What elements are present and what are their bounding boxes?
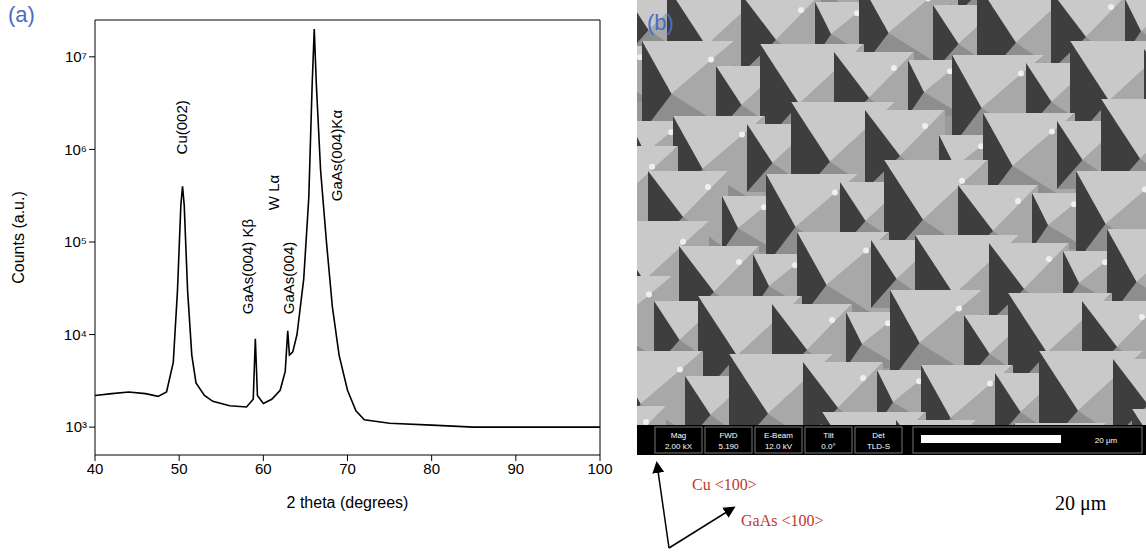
svg-text:5.190: 5.190	[718, 442, 739, 451]
svg-text:Counts (a.u.): Counts (a.u.)	[10, 191, 27, 283]
svg-text:GaAs <100>: GaAs <100>	[741, 512, 823, 529]
svg-text:Mag: Mag	[671, 431, 687, 440]
svg-text:Det: Det	[872, 431, 885, 440]
svg-text:Cu(002): Cu(002)	[173, 100, 190, 154]
svg-text:0.0°: 0.0°	[821, 442, 835, 451]
svg-text:10⁵: 10⁵	[64, 233, 87, 250]
html-text:(a): (a)	[8, 2, 35, 27]
svg-text:W Lα: W Lα	[265, 174, 282, 210]
svg-text:GaAs(004)Kα: GaAs(004)Kα	[328, 110, 345, 202]
svg-text:50: 50	[171, 460, 188, 477]
svg-text:Tilt: Tilt	[823, 431, 834, 440]
svg-text:2.00 kX: 2.00 kX	[665, 442, 693, 451]
svg-text:40: 40	[87, 460, 104, 477]
svg-text:90: 90	[507, 460, 524, 477]
svg-text:20 μm: 20 μm	[1055, 492, 1107, 515]
svg-text:GaAs(004) Kβ: GaAs(004) Kβ	[239, 219, 256, 315]
svg-text:70: 70	[339, 460, 356, 477]
svg-text:Cu <100>: Cu <100>	[692, 476, 757, 493]
svg-text:80: 80	[423, 460, 440, 477]
svg-text:E-Beam: E-Beam	[764, 431, 793, 440]
svg-text:GaAs(004): GaAs(004)	[280, 242, 297, 315]
svg-text:10⁶: 10⁶	[64, 141, 87, 158]
svg-text:2 theta (degrees): 2 theta (degrees)	[287, 494, 409, 511]
svg-text:20 μm: 20 μm	[1095, 436, 1118, 445]
svg-text:100: 100	[587, 460, 612, 477]
svg-text:10⁷: 10⁷	[65, 48, 87, 65]
svg-text:TLD-S: TLD-S	[867, 442, 890, 451]
svg-text:12.0 kV: 12.0 kV	[765, 442, 793, 451]
svg-text:(b): (b)	[647, 10, 674, 35]
svg-text:FWD: FWD	[719, 431, 737, 440]
svg-text:10³: 10³	[65, 418, 87, 435]
svg-text:10⁴: 10⁴	[64, 326, 87, 343]
svg-text:60: 60	[255, 460, 272, 477]
